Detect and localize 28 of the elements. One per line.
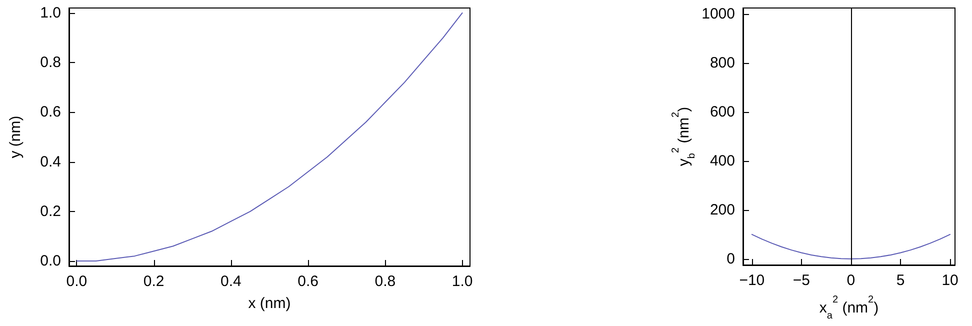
y-tick-label: 0.0 (40, 252, 61, 270)
y-tick-label: 0 (726, 250, 735, 268)
x-tick-label: 0.8 (374, 273, 396, 290)
y-tick-label: 800 (710, 54, 735, 72)
x-tick-label: 1.0 (452, 273, 473, 290)
x-tick-label: 5 (896, 272, 905, 289)
x-tick-label: 0.6 (298, 273, 318, 290)
x-tick-label: 0.4 (220, 273, 242, 290)
y-tick-label: 600 (710, 104, 735, 121)
y-tick-label: 200 (710, 201, 735, 218)
x-tick-label: 0.0 (66, 273, 88, 290)
y-axis-title: yb2 (nm2) (670, 106, 698, 166)
y-tick-label: 0.4 (40, 153, 61, 170)
x-tick-label: 10 (942, 272, 958, 289)
y-tick-label: 400 (710, 152, 735, 170)
line-series (76, 12, 463, 262)
x-axis-title: x (nm) (248, 295, 291, 312)
y-tick-label: 1000 (702, 6, 735, 23)
y-axis-title: y (nm) (7, 116, 24, 158)
x-tick-label: 0 (846, 272, 856, 289)
y-tick-label: 0.2 (40, 202, 61, 220)
y-tick-label: 0.8 (40, 54, 61, 72)
x-tick-label: −5 (792, 272, 810, 289)
line-series (751, 234, 951, 260)
x-tick-label: 0.2 (143, 273, 164, 290)
y-tick-label: 0.6 (40, 104, 61, 121)
x-tick-label: −10 (739, 272, 765, 289)
y-tick-label: 1.0 (40, 4, 61, 22)
